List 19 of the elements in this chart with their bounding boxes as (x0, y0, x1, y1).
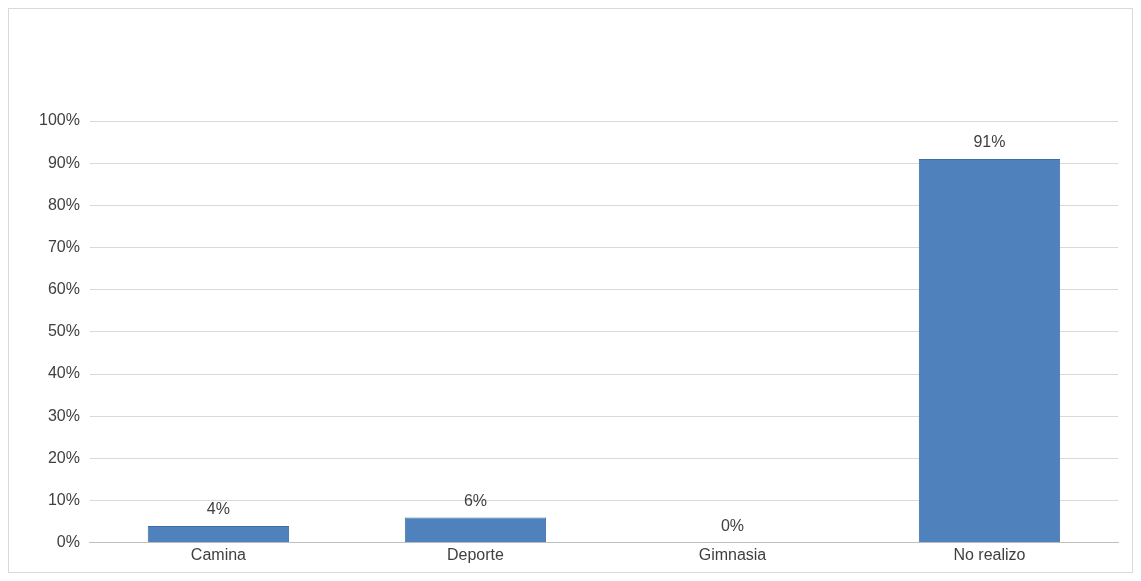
y-tick-label: 60% (47, 280, 80, 298)
y-tick-label: 50% (47, 322, 80, 340)
y-tick-label: 90% (47, 153, 80, 171)
data-label: 6% (463, 491, 488, 509)
y-tick-label: 0% (56, 533, 80, 551)
y-tick-label: 80% (47, 195, 80, 213)
y-tick-label: 70% (47, 237, 80, 255)
y-tick-label: 20% (47, 448, 80, 466)
y-tick-label: 10% (47, 491, 80, 509)
x-tick-label: Deporte (446, 545, 505, 563)
x-tick-label: Camina (190, 545, 247, 563)
data-label: 4% (206, 500, 230, 518)
data-label: 91% (973, 133, 1006, 151)
y-tick-label: 30% (47, 406, 80, 424)
y-tick-label: 100% (39, 111, 80, 129)
x-tick-label: No realizo (953, 545, 1026, 563)
data-label: 0% (720, 517, 745, 535)
y-tick-label: 40% (47, 364, 80, 382)
x-tick-label: Gimnasia (698, 545, 767, 563)
